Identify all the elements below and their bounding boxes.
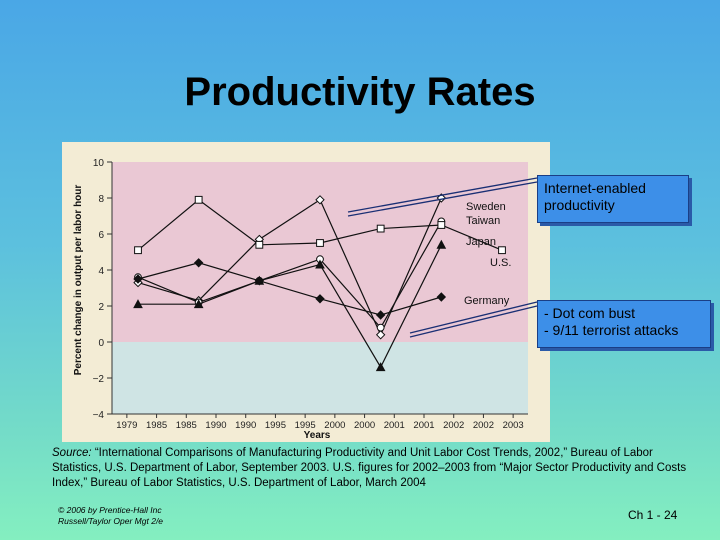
book-line: Russell/Taylor Oper Mgt 2/e [58, 516, 164, 526]
x-tick-label: 2000 [324, 420, 345, 431]
series-line-taiwan [137, 221, 442, 329]
page-number: Ch 1 - 24 [628, 508, 678, 522]
source-label: Source: [52, 447, 92, 459]
data-point-u-s [437, 221, 446, 229]
data-point-germany [254, 276, 265, 286]
legend-u-s: U.S. [490, 257, 511, 269]
data-point-japan [133, 299, 143, 309]
band-negative [112, 342, 528, 414]
callout-1-line-2: productivity [544, 197, 615, 213]
callout-dot-com-bust: - Dot com bust - 9/11 terrorist attacks [537, 300, 711, 348]
data-point-germany [315, 294, 325, 304]
callout-2-line-1: - Dot com bust [544, 305, 636, 321]
series-germany [133, 258, 447, 320]
data-point-u-s [194, 195, 203, 204]
x-axis-label: Years [304, 430, 331, 441]
callout-1-line-1: Internet-enabled [544, 180, 646, 196]
x-tick-label: 2000 [354, 420, 375, 431]
data-point-japan [193, 299, 204, 309]
data-point-u-s [316, 239, 324, 247]
data-point-sweden [315, 195, 325, 205]
x-tick-label: 2002 [443, 420, 464, 431]
data-point-germany [436, 292, 447, 302]
series-line-japan [138, 244, 442, 369]
x-tick-label: 1995 [265, 420, 286, 431]
data-point-japan [436, 239, 447, 249]
data-point-germany [375, 310, 386, 320]
x-tick-label: 1995 [295, 420, 316, 431]
source-citation: Source: “International Comparisons of Ma… [52, 446, 692, 491]
data-point-u-s [376, 224, 385, 233]
y-tick-label: −4 [93, 410, 105, 421]
source-text: “International Comparisons of Manufactur… [52, 447, 687, 489]
chart-svg: −4 −2 0 2 4 6 8 10 1979 1985 1985 1990 1990 1995 1995 2… [62, 142, 550, 442]
y-tick-label: 6 [98, 230, 104, 241]
legend-germany: Germany [464, 295, 510, 307]
y-tick-label: −2 [93, 374, 105, 385]
data-point-germany [133, 274, 143, 284]
data-point-sweden [375, 330, 386, 340]
slide-title: Productivity Rates [184, 70, 536, 114]
data-point-germany [193, 258, 204, 268]
productivity-chart: −4 −2 0 2 4 6 8 10 1979 1985 1985 1990 1990 1995 1995 2… [62, 142, 550, 442]
copyright-footer: © 2006 by Prentice-Hall Inc Russell/Tayl… [58, 505, 163, 527]
y-axis-label: Percent change in output per labor hour [73, 185, 84, 376]
data-point-japan [375, 362, 386, 372]
y-tick-label: 4 [98, 266, 104, 277]
x-tick-label: 2002 [473, 420, 494, 431]
series-line-germany [137, 262, 442, 316]
callout-internet-productivity: Internet-enabled productivity [537, 175, 689, 223]
x-tick-label: 1979 [116, 420, 137, 431]
axes: −4 −2 0 2 4 6 8 10 1979 1985 1985 1990 1990 1995 1995 2… [93, 158, 528, 431]
y-tick-label: 2 [98, 302, 104, 313]
data-point-japan [315, 259, 325, 269]
data-point-u-s [498, 246, 506, 255]
data-point-u-s [134, 246, 142, 255]
x-tick-label: 1990 [235, 420, 256, 431]
x-tick-label: 2001 [413, 420, 434, 431]
y-tick-label: 10 [93, 158, 105, 169]
series-u-s [134, 195, 506, 255]
series-layer [133, 193, 506, 372]
legend-taiwan: Taiwan [466, 215, 500, 227]
x-tick-label: 1990 [205, 420, 226, 431]
legend-japan: Japan [466, 236, 496, 248]
data-point-taiwan [376, 323, 385, 332]
y-tick-label: 0 [98, 338, 104, 349]
callout-2-line-2: - 9/11 terrorist attacks [544, 322, 679, 338]
x-tick-label: 1985 [176, 420, 197, 431]
x-tick-label: 2003 [503, 420, 524, 431]
x-tick-label: 2001 [384, 420, 405, 431]
y-tick-label: 8 [98, 194, 104, 205]
x-tick-label: 1985 [146, 420, 167, 431]
legend-sweden: Sweden [466, 201, 506, 213]
band-positive [112, 162, 528, 342]
data-point-u-s [255, 240, 264, 249]
copyright-line: © 2006 by Prentice-Hall Inc [58, 505, 162, 515]
